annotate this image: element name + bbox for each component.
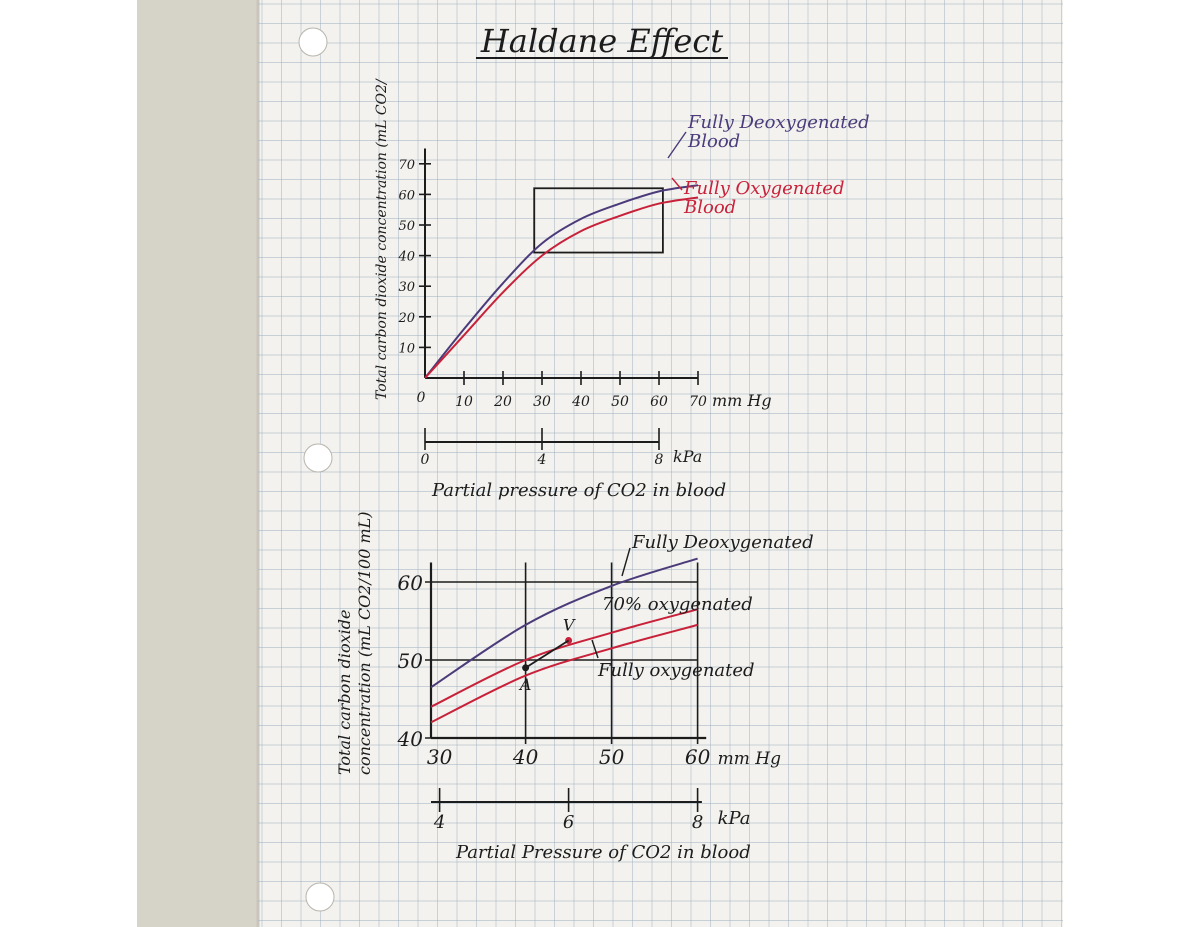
x-tick-label: 10 (455, 394, 473, 410)
x-axis-title: Partial Pressure of CO2 in blood (455, 842, 751, 863)
x-tick-label: 30 (427, 745, 453, 769)
chart-haldane-full-range: 10 20 30 40 50 60 70 10 20 30 40 50 60 70 0 mm Hg 0 4 8 kPa… (374, 78, 870, 501)
graph-paper-grid (258, 0, 1063, 927)
kpa-tick-label: 4 (537, 452, 547, 468)
binder-hole-middle (303, 443, 333, 473)
series-line-fully-deoxygenated (430, 557, 698, 689)
kpa-tick-label: 6 (563, 812, 574, 833)
y-tick-label: 40 (397, 727, 424, 751)
legend-label: Blood (687, 131, 740, 152)
x-origin-label: 0 (417, 390, 426, 406)
x-tick-label: 30 (533, 394, 551, 410)
series-line-fully-oxygenated (430, 623, 698, 724)
notebook-paper (258, 0, 1063, 927)
series-line-70-percent-oxygenated (430, 608, 698, 708)
legend-label: Fully Oxygenated (683, 178, 844, 199)
y-axis-title-line: concentration (mL CO2/100 mL) (355, 511, 374, 775)
x-tick-label: 60 (685, 745, 711, 769)
x-unit-label: mm Hg (712, 391, 772, 410)
x-axis-title: Partial pressure of CO2 in blood (431, 480, 726, 501)
kpa-tick-label: 8 (655, 452, 664, 468)
zoom-region-box (533, 187, 664, 254)
y-tick-label: 70 (398, 158, 415, 173)
y-tick-label: 40 (397, 250, 415, 265)
kpa-tick-label: 0 (421, 452, 430, 468)
x-tick-label: 60 (650, 394, 668, 410)
series-label: Fully oxygenated (597, 660, 755, 681)
kpa-unit-label: kPa (718, 808, 751, 829)
kpa-unit-label: kPa (673, 447, 702, 466)
y-tick-label: 60 (398, 188, 415, 203)
series-label-pointer (591, 639, 599, 659)
page-title: Haldane Effect (480, 22, 723, 60)
x-tick-label: 40 (512, 745, 539, 769)
legend-label: Blood (683, 197, 736, 218)
series-label-pointer (621, 547, 631, 577)
y-tick-label: 50 (398, 649, 424, 673)
legend-label: Fully Deoxygenated (687, 112, 870, 133)
x-unit-label: mm Hg (718, 749, 781, 769)
legend-pointer (667, 131, 687, 159)
x-tick-label: 50 (599, 745, 625, 769)
x-tick-label: 20 (493, 394, 512, 410)
legend-pointer (671, 177, 683, 191)
y-tick-label: 30 (398, 280, 415, 295)
x-tick-label: 70 (689, 394, 707, 410)
x-tick-label: 40 (571, 394, 590, 410)
y-tick-label: 10 (398, 341, 415, 356)
binder-hole-bottom (305, 882, 335, 912)
series-label: 70% oxygenated (602, 594, 753, 615)
y-tick-label: 60 (398, 571, 424, 595)
kpa-tick-label: 8 (692, 812, 703, 833)
kpa-tick-label: 4 (433, 812, 445, 833)
series-label: Fully Deoxygenated (631, 532, 814, 553)
binder-hole-top (298, 27, 328, 57)
a-to-v-arrow (525, 639, 570, 669)
y-tick-label: 20 (397, 311, 415, 326)
point-label-a: A (518, 675, 532, 694)
y-axis-title: Total carbon dioxide concentration (mL C… (374, 78, 390, 400)
point-label-v: V (563, 616, 576, 635)
y-tick-label: 50 (398, 219, 415, 234)
y-axis-title-line: Total carbon dioxide (335, 610, 354, 776)
series-line-fully-deoxygenated (424, 184, 699, 379)
x-tick-label: 50 (611, 394, 629, 410)
series-line-fully-oxygenated (424, 196, 699, 379)
